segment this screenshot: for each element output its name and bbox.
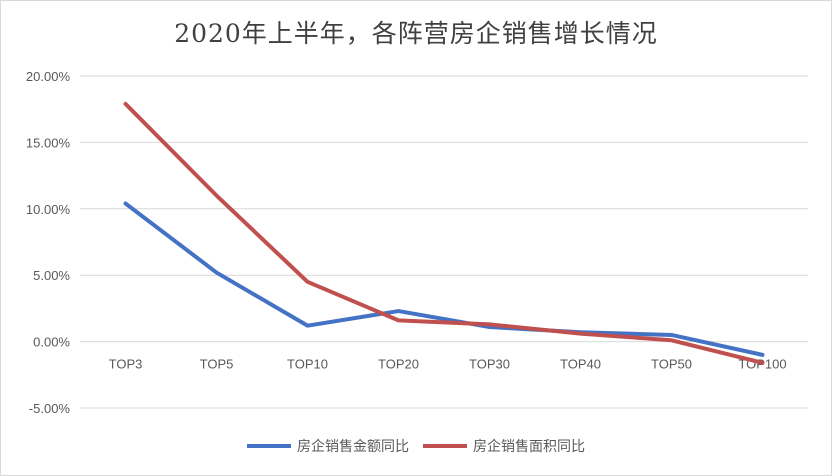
chart-legend: 房企销售金额同比 房企销售面积同比: [0, 436, 832, 456]
x-category-label: TOP40: [560, 357, 601, 372]
y-tick-label: -5.00%: [29, 401, 71, 416]
series-line-0: [123, 201, 765, 357]
legend-item-area: 房企销售面积同比: [423, 436, 585, 456]
series-line-1: [123, 101, 765, 365]
legend-swatch-amount: [247, 444, 291, 448]
chart-title: 2020年上半年，各阵营房企销售增长情况: [174, 19, 658, 48]
y-tick-label: 0.00%: [33, 335, 70, 350]
legend-label-area: 房企销售面积同比: [473, 439, 585, 455]
y-tick-label: 10.00%: [26, 202, 71, 217]
x-category-label: TOP50: [651, 357, 692, 372]
x-category-label: TOP30: [469, 357, 510, 372]
x-category-label: TOP10: [287, 357, 328, 372]
y-tick-label: 20.00%: [26, 69, 71, 84]
x-category-label: TOP20: [378, 357, 419, 372]
y-tick-label: 15.00%: [26, 135, 71, 150]
x-category-label: TOP5: [200, 357, 234, 372]
legend-label-amount: 房企销售金额同比: [297, 439, 409, 455]
legend-item-amount: 房企销售金额同比: [247, 436, 409, 456]
y-tick-label: 5.00%: [33, 268, 70, 283]
x-category-label: TOP3: [109, 357, 143, 372]
legend-swatch-area: [423, 444, 467, 448]
